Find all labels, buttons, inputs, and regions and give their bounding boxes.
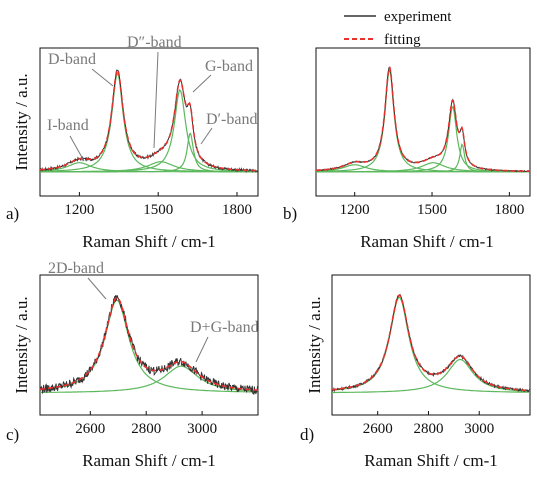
panel-a-label: a) xyxy=(6,204,19,223)
panel-b-frame xyxy=(315,47,531,197)
annotation-d-band: D-band xyxy=(48,51,96,68)
component-d-band xyxy=(316,143,530,173)
component-2d-band xyxy=(331,296,530,393)
panel-a-curves xyxy=(39,68,259,174)
annotation-2d-band: 2D-band xyxy=(48,260,104,277)
panel-d-curves xyxy=(331,293,531,394)
panel-c-annotations: 2D-band D+G-band xyxy=(48,260,259,363)
fitting-line xyxy=(331,294,531,392)
annotation-i-band-arrow xyxy=(69,135,85,162)
fitting-line xyxy=(39,68,259,172)
x-tick-label: 1200 xyxy=(340,202,370,218)
component-d-band xyxy=(40,132,258,173)
panel-d-ylabel: Intensity / a.u. xyxy=(305,296,324,393)
x-tick-label: 3000 xyxy=(187,421,217,437)
legend: experiment fitting xyxy=(344,9,452,48)
x-tick-label: 1800 xyxy=(222,202,252,218)
panel-c: Intensity / a.u. Raman Shift / cm-1 c) 2… xyxy=(6,260,259,470)
panel-a-frame xyxy=(39,47,259,197)
x-tick-label: 2800 xyxy=(131,421,161,437)
annotation-g-band-arrow xyxy=(192,74,212,93)
panel-d-frame xyxy=(331,274,531,416)
experiment-line xyxy=(39,294,259,396)
panel-a-annotations: D-band I-band D″-band G-band D′-band xyxy=(47,34,257,162)
panel-c-curves xyxy=(39,294,259,396)
annotation-d2-band-arrow xyxy=(153,51,159,149)
panel-c-frame xyxy=(39,274,259,416)
x-tick-label: 1500 xyxy=(417,202,447,218)
experiment-line xyxy=(331,293,531,393)
annotation-dprime-band-arrow xyxy=(200,127,213,145)
annotation-d-band-arrow xyxy=(91,68,114,87)
panel-c-label: c) xyxy=(6,425,19,444)
fitting-line xyxy=(316,66,530,172)
legend-fitting-label: fitting xyxy=(384,32,421,48)
x-tick-label: 1500 xyxy=(143,202,173,218)
panel-a-ticks: 1200 1500 1800 xyxy=(64,192,252,218)
panel-c-ticks: 2600 2800 3000 xyxy=(75,411,217,437)
panel-a-xlabel: Raman Shift / cm-1 xyxy=(82,232,216,251)
experiment-line xyxy=(315,66,531,173)
x-tick-label: 2600 xyxy=(363,421,393,437)
component-d-g-band xyxy=(332,358,531,394)
component-g-band xyxy=(316,106,530,173)
panel-d: Intensity / a.u. Raman Shift / cm-1 d) 2… xyxy=(300,274,531,470)
annotation-2d-band-arrow xyxy=(87,277,107,300)
component-d-band xyxy=(316,69,530,173)
panel-c-ylabel: Intensity / a.u. xyxy=(12,296,31,393)
annotation-i-band: I-band xyxy=(47,117,89,134)
panel-c-xlabel: Raman Shift / cm-1 xyxy=(82,451,216,470)
panel-b-label: b) xyxy=(283,204,297,223)
x-tick-label: 2800 xyxy=(413,421,443,437)
x-tick-label: 1800 xyxy=(494,202,524,218)
annotation-dg-band-arrow xyxy=(195,336,209,363)
panel-b-curves xyxy=(315,66,531,173)
panel-a: Intensity / a.u. Raman Shift / cm-1 a) 1… xyxy=(6,34,259,251)
panel-d-xlabel: Raman Shift / cm-1 xyxy=(364,451,498,470)
annotation-d2-band: D″-band xyxy=(127,34,182,51)
x-tick-label: 1200 xyxy=(64,202,94,218)
panel-b-ticks: 1200 1500 1800 xyxy=(340,192,524,218)
component-2d-band xyxy=(40,299,258,393)
legend-experiment-label: experiment xyxy=(384,9,452,25)
panel-d-label: d) xyxy=(300,425,314,444)
panel-b-xlabel: Raman Shift / cm-1 xyxy=(360,232,494,251)
annotation-dprime-band: D′-band xyxy=(206,111,257,128)
panel-b: Raman Shift / cm-1 b) 1200 1500 1800 xyxy=(283,47,531,251)
panel-d-ticks: 2600 2800 3000 xyxy=(363,411,494,437)
annotation-dg-band: D+G-band xyxy=(190,319,259,336)
annotation-g-band: G-band xyxy=(205,58,253,75)
panel-a-ylabel: Intensity / a.u. xyxy=(12,73,31,170)
x-tick-label: 3000 xyxy=(464,421,494,437)
x-tick-label: 2600 xyxy=(75,421,105,437)
